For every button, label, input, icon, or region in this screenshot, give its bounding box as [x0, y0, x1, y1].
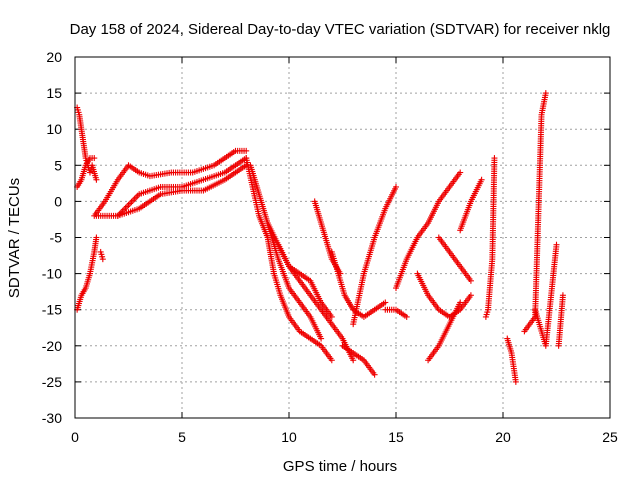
data-point [123, 203, 130, 210]
data-point [128, 198, 135, 205]
x-tick-label: 25 [602, 429, 618, 445]
y-tick-label: -20 [42, 338, 62, 354]
data-point [127, 200, 134, 207]
data-point [467, 277, 474, 284]
y-axis-label: SDTVAR / TECUs [6, 178, 23, 298]
plot-frame [74, 56, 611, 419]
x-axis-label: GPS time / hours [283, 458, 397, 475]
data-point [393, 183, 399, 190]
data-point [133, 194, 140, 201]
x-tick-label: 5 [178, 429, 186, 445]
data-point [122, 205, 129, 212]
data-point [478, 176, 485, 183]
data-point [93, 234, 100, 241]
y-tick-label: 0 [54, 193, 62, 209]
data-point [125, 202, 132, 209]
chart-title: Day 158 of 2024, Sidereal Day-to-day VTE… [70, 21, 611, 38]
data-point [318, 335, 325, 342]
data-point [491, 155, 498, 162]
x-tick-label: 20 [495, 429, 511, 445]
data-point [99, 256, 106, 263]
data-point [350, 357, 357, 364]
data-point [457, 299, 464, 306]
data-point [457, 169, 464, 176]
data-point [512, 378, 519, 385]
data-point [559, 292, 566, 299]
data-point [542, 90, 549, 97]
y-tick-label: -30 [42, 410, 62, 426]
data-point [328, 313, 335, 320]
y-tick-label: 5 [54, 157, 62, 173]
y-tick-label: -5 [50, 230, 63, 246]
data-point [93, 176, 100, 183]
grid [75, 57, 610, 418]
x-tick-label: 10 [281, 429, 297, 445]
data-point [553, 241, 560, 248]
data-point [243, 147, 250, 154]
data-point [130, 197, 137, 204]
data-point [382, 299, 389, 306]
data-point [328, 357, 335, 364]
y-tick-label: 15 [46, 85, 62, 101]
y-tick-label: 10 [46, 121, 62, 137]
data-point [91, 155, 98, 162]
data-points [74, 90, 566, 385]
y-tick-label: -25 [42, 374, 62, 390]
y-tick-label: -15 [42, 302, 62, 318]
x-tick-label: 15 [388, 429, 404, 445]
data-point [403, 313, 410, 320]
data-point [371, 371, 378, 378]
y-tick-label: 20 [46, 49, 62, 65]
x-tick-label: 0 [71, 429, 79, 445]
data-point [467, 292, 474, 299]
y-tick-label: -10 [42, 266, 62, 282]
